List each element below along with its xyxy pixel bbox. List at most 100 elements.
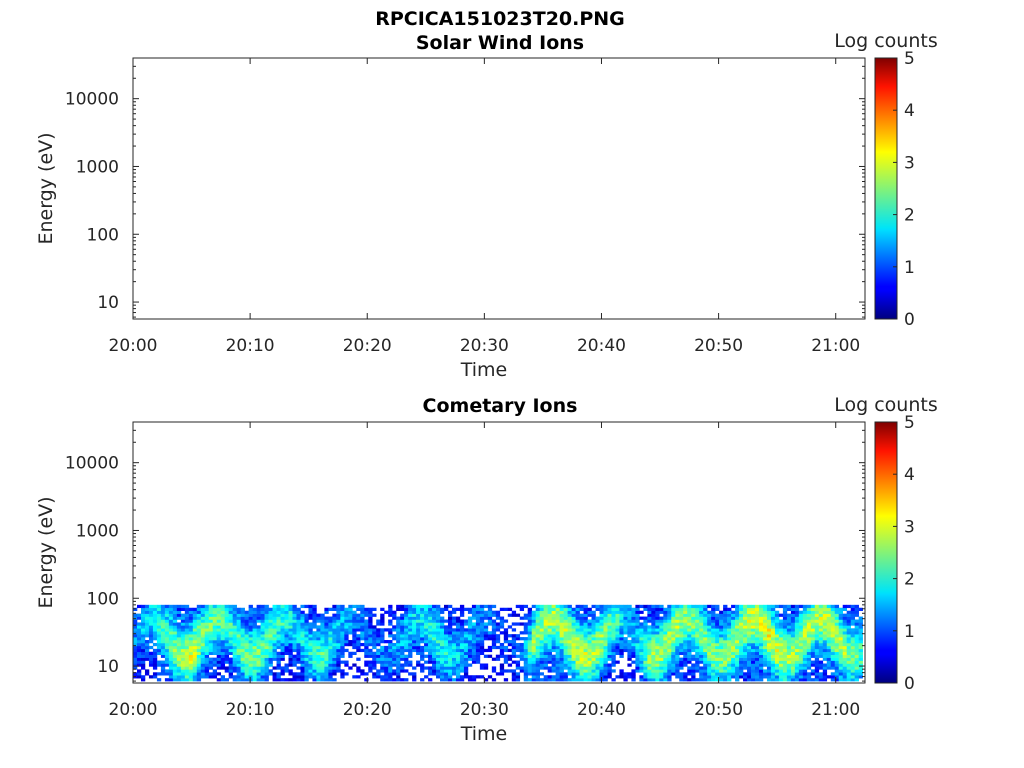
- heatmap-cell: [368, 654, 373, 658]
- heatmap-cell: [487, 613, 493, 617]
- heatmap-cell: [755, 610, 760, 614]
- heatmap-cell: [284, 622, 289, 626]
- heatmap-cell: [276, 660, 281, 664]
- heatmap-cell: [164, 622, 170, 626]
- heatmap-cell: [459, 634, 465, 638]
- heatmap-cell: [663, 675, 668, 679]
- heatmap-cell: [850, 607, 855, 611]
- heatmap-cell: [551, 631, 556, 635]
- heatmap-cell: [707, 645, 712, 650]
- heatmap-cell: [164, 642, 170, 647]
- heatmap-cell: [424, 642, 429, 647]
- heatmap-cell: [268, 669, 273, 673]
- heatmap-cell: [404, 645, 409, 650]
- heatmap-cell: [304, 669, 309, 673]
- y-axis-label: Energy (eV): [35, 132, 57, 244]
- heatmap-cell: [655, 640, 660, 644]
- heatmap-cell: [579, 645, 584, 650]
- heatmap-cell: [228, 657, 233, 661]
- heatmap-cell: [447, 645, 453, 650]
- heatmap-cell: [196, 654, 202, 658]
- heatmap-cell: [774, 613, 780, 617]
- heatmap-cell: [380, 631, 385, 635]
- heatmap-cell: [587, 678, 592, 682]
- heatmap-cell: [559, 642, 564, 647]
- heatmap-cell: [695, 654, 700, 658]
- heatmap-cell: [184, 604, 190, 609]
- heatmap-cell: [583, 610, 588, 614]
- heatmap-cell: [691, 631, 696, 635]
- heatmap-cell: [703, 640, 708, 644]
- colorbar-tick-label: 5: [904, 413, 915, 433]
- heatmap-cell: [240, 663, 245, 667]
- heatmap-cell: [818, 654, 824, 658]
- heatmap-cell: [563, 645, 568, 650]
- heatmap-cell: [527, 666, 533, 670]
- heatmap-cell: [172, 631, 178, 635]
- heatmap-cell: [747, 619, 752, 623]
- heatmap-cell: [471, 678, 477, 682]
- heatmap-cell: [172, 625, 178, 629]
- heatmap-cell: [188, 610, 194, 614]
- heatmap-cell: [424, 628, 429, 632]
- heatmap-cell: [176, 634, 182, 638]
- heatmap-cell: [280, 657, 285, 661]
- heatmap-cell: [766, 663, 772, 667]
- heatmap-cell: [388, 672, 393, 676]
- heatmap-cell: [619, 604, 624, 609]
- heatmap-cell: [280, 672, 285, 676]
- heatmap-cell: [719, 610, 724, 614]
- heatmap-cell: [671, 616, 676, 620]
- x-tick-label: 20:50: [694, 700, 743, 720]
- heatmap-cell: [731, 654, 736, 658]
- heatmap-cell: [751, 660, 756, 664]
- heatmap-cell: [830, 666, 836, 670]
- heatmap-cell: [747, 645, 752, 650]
- heatmap-cell: [719, 622, 724, 626]
- heatmap-cell: [587, 657, 592, 661]
- heatmap-cell: [559, 616, 564, 620]
- heatmap-cell: [144, 604, 150, 609]
- heatmap-cell: [388, 648, 393, 653]
- heatmap-cell: [643, 654, 648, 658]
- heatmap-cell: [731, 634, 736, 638]
- heatmap-cell: [372, 625, 377, 629]
- heatmap-cell: [292, 645, 297, 650]
- heatmap-cell: [659, 672, 664, 676]
- heatmap-cell: [854, 634, 859, 638]
- heatmap-cell: [320, 660, 325, 664]
- heatmap-cell: [503, 631, 509, 635]
- heatmap-cell: [858, 607, 863, 611]
- heatmap-cell: [655, 651, 660, 655]
- heatmap-cell: [631, 642, 636, 647]
- heatmap-cell: [447, 631, 453, 635]
- heatmap-cell: [619, 607, 624, 611]
- heatmap-cell: [523, 645, 529, 650]
- heatmap-cell: [838, 610, 844, 614]
- heatmap-cell: [739, 663, 744, 667]
- heatmap-cell: [639, 628, 644, 632]
- heatmap-cell: [615, 610, 620, 614]
- heatmap-cell: [236, 616, 241, 620]
- heatmap-cell: [133, 613, 138, 617]
- heatmap-cell: [559, 622, 564, 626]
- heatmap-cell: [248, 672, 253, 676]
- heatmap-cell: [635, 604, 640, 609]
- heatmap-cell: [340, 634, 345, 638]
- heatmap-cell: [571, 622, 576, 626]
- heatmap-cell: [858, 640, 863, 644]
- heatmap-cell: [196, 675, 202, 679]
- heatmap-cell: [583, 604, 588, 609]
- heatmap-cell: [332, 619, 337, 623]
- heatmap-cell: [320, 669, 325, 673]
- heatmap-cell: [252, 666, 257, 670]
- heatmap-cell: [499, 607, 505, 611]
- heatmap-cell: [396, 645, 401, 650]
- heatmap-cell: [854, 642, 859, 647]
- heatmap-cell: [392, 663, 397, 667]
- heatmap-cell: [655, 663, 660, 667]
- heatmap-cell: [200, 607, 206, 611]
- heatmap-cell: [822, 607, 828, 611]
- heatmap-cell: [428, 622, 433, 626]
- heatmap-cell: [519, 642, 525, 647]
